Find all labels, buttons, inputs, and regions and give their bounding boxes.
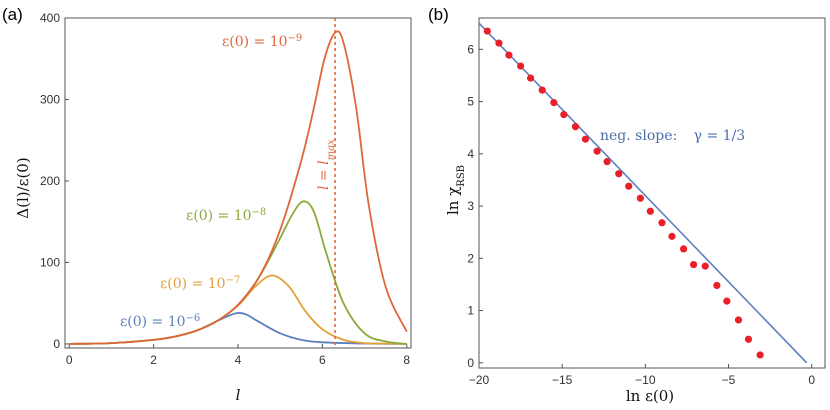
data-point: [581, 135, 590, 143]
series-label-1e-8: ε(0) = 10−8: [186, 207, 266, 225]
x-tick-label-a: 6: [319, 353, 326, 367]
x-tick-label-b: −20: [469, 373, 490, 387]
plot-a-ylabel: Δ(l)/ε(0): [14, 157, 32, 218]
y-tick-label-a: 100: [40, 255, 60, 269]
data-point: [713, 281, 721, 290]
vline-label-sub: max: [326, 139, 337, 160]
data-point: [658, 219, 666, 227]
y-tick-label-b: 6: [467, 42, 474, 56]
data-point: [744, 335, 753, 343]
data-point: [756, 351, 764, 359]
series-line-9: [69, 30, 408, 345]
series-label-1e-7: ε(0) = 10−7: [160, 275, 240, 293]
data-point: [593, 147, 601, 155]
data-point: [550, 99, 558, 107]
data-point: [701, 262, 709, 270]
series-label-1e-9-exp: −9: [288, 33, 303, 44]
series-label-1e-8-main: ε(0) = 10: [186, 208, 252, 224]
slope-annotation-text: neg. slope:: [600, 128, 677, 144]
data-point: [668, 232, 676, 240]
data-point: [560, 111, 568, 119]
data-point: [505, 51, 513, 59]
data-point: [625, 182, 633, 190]
vline-label-main: l = l: [316, 160, 332, 190]
x-tick-label-b: −10: [635, 373, 656, 387]
panel-a-label: (a): [2, 5, 23, 24]
plot-b-ylabel-sub: RSB: [456, 165, 467, 187]
series-label-1e-9-main: ε(0) = 10: [222, 34, 288, 50]
series-label-1e-6-main: ε(0) = 10: [120, 314, 186, 330]
plot-b-marks: [478, 22, 808, 364]
series-line-7: [69, 274, 407, 345]
data-point: [483, 27, 491, 35]
slope-annotation-gamma: γ = 1/3: [694, 128, 746, 144]
plot-b-ylabel-main: ln χ: [444, 187, 462, 215]
y-tick-label-b: 0: [467, 356, 474, 370]
series-label-1e-7-exp: −7: [226, 275, 241, 286]
vline-label: l = lmax: [316, 139, 337, 190]
data-point: [495, 39, 503, 47]
x-tick-label-b: 0: [808, 373, 815, 387]
y-tick-label-b: 4: [467, 147, 474, 161]
y-tick-label-a: 0: [53, 337, 60, 351]
data-point: [646, 207, 654, 215]
panel-b-label: (b): [428, 5, 449, 24]
x-tick-label-a: 8: [403, 353, 410, 367]
data-point: [538, 86, 546, 94]
data-point: [723, 297, 731, 305]
plot-a-lines: [69, 18, 408, 348]
data-point: [526, 74, 535, 82]
fit-line: [478, 22, 808, 364]
plot-a-xlabel: l: [236, 386, 241, 404]
plot-b-xlabel: ln ε(0): [626, 387, 674, 405]
x-tick-label-a: 0: [66, 353, 73, 367]
x-tick-label-b: −5: [722, 373, 736, 387]
data-point: [615, 170, 623, 178]
data-point: [603, 158, 611, 166]
data-point: [734, 316, 743, 324]
y-tick-label-a: 400: [40, 11, 60, 25]
y-tick-label-b: 1: [467, 304, 474, 318]
plot-a-ticks: 0 2 4 6 8 0 100 200 300 400: [40, 11, 410, 367]
y-tick-label-a: 200: [40, 174, 60, 188]
x-tick-label-a: 2: [150, 353, 157, 367]
series-label-1e-8-exp: −8: [252, 207, 267, 218]
plot-b-frame: [478, 17, 826, 369]
series-label-1e-9: ε(0) = 10−9: [222, 33, 302, 51]
x-tick-label-a: 4: [235, 353, 242, 367]
plot-b-ticks: −20 −15 −10 −5 0 0 1 2 3 4 5 6: [467, 42, 815, 387]
series-label-1e-7-main: ε(0) = 10: [160, 276, 226, 292]
plot-a-frame: [64, 17, 412, 349]
y-tick-label-a: 300: [40, 92, 60, 106]
data-point: [689, 260, 698, 269]
data-point: [636, 194, 644, 202]
data-point: [571, 123, 580, 131]
data-point: [680, 245, 688, 253]
x-tick-label-b: −15: [552, 373, 573, 387]
y-tick-label-b: 2: [467, 251, 474, 265]
series-label-1e-6: ε(0) = 10−6: [120, 313, 200, 331]
plot-b-ylabel: ln χRSB: [444, 165, 467, 215]
slope-annotation: neg. slope: γ = 1/3: [600, 128, 745, 144]
y-tick-label-b: 5: [467, 95, 474, 109]
y-tick-label-b: 3: [467, 199, 474, 213]
data-point: [516, 62, 525, 70]
series-label-1e-6-exp: −6: [186, 313, 201, 324]
